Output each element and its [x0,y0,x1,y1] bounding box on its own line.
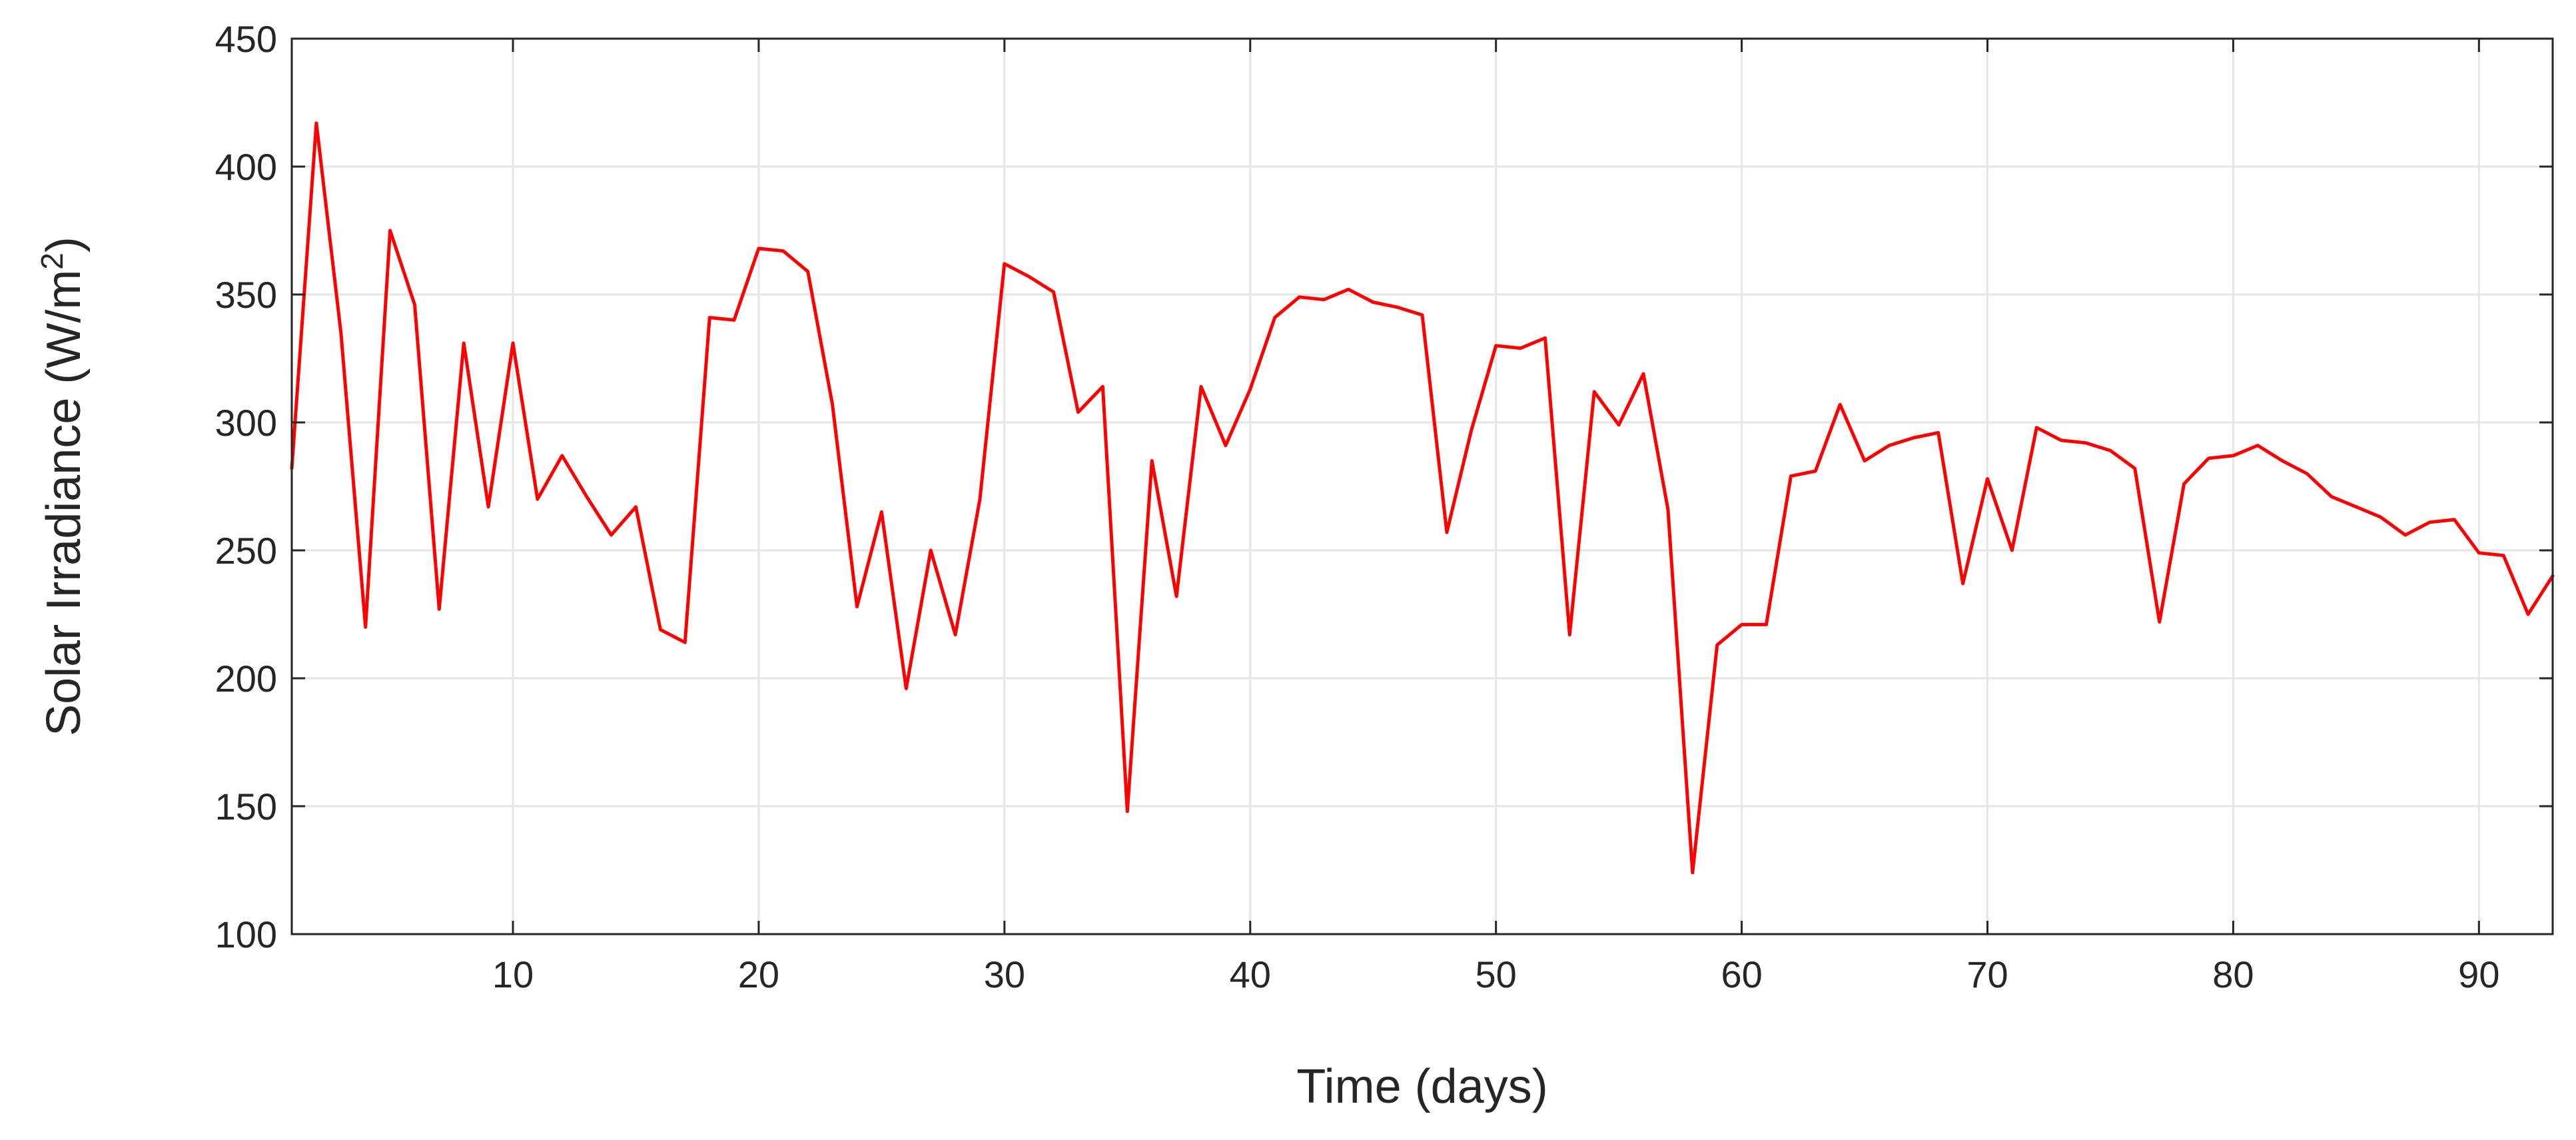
x-tick-label: 50 [1476,953,1517,995]
y-tick-label: 450 [215,18,277,60]
x-tick-label: 90 [2458,953,2499,995]
y-axis-ticks: 100 150 200 250 300 350 400 450 [215,18,2553,955]
x-tick-label: 10 [492,953,534,995]
x-tick-label: 30 [984,953,1025,995]
plot-frame [290,37,2554,935]
y-tick-label: 100 [215,913,277,955]
y-tick-label: 400 [215,146,277,188]
x-axis-ticks: 10 20 30 40 50 60 70 80 90 [492,39,2499,995]
y-tick-label: 250 [215,530,277,572]
y-axis-title-close: ) [37,237,91,253]
x-tick-label: 40 [1230,953,1271,995]
x-axis-title: Time (days) [1296,1060,1547,1113]
series-line [290,121,2555,875]
y-tick-label: 350 [215,274,277,316]
y-tick-label: 200 [215,658,277,700]
plot-area [292,39,2553,934]
x-tick-label: 60 [1721,953,1762,995]
y-axis-title-superscript: 2 [35,253,69,270]
y-axis-title: Solar Irradiance (W/m2) [35,237,91,736]
y-tick-label: 300 [215,402,277,444]
y-axis-title-main: Solar Irradiance (W/m [37,270,91,736]
x-tick-label: 80 [2212,953,2254,995]
y-tick-label: 150 [215,786,277,828]
x-tick-label: 20 [738,953,779,995]
x-tick-label: 70 [1966,953,2008,995]
